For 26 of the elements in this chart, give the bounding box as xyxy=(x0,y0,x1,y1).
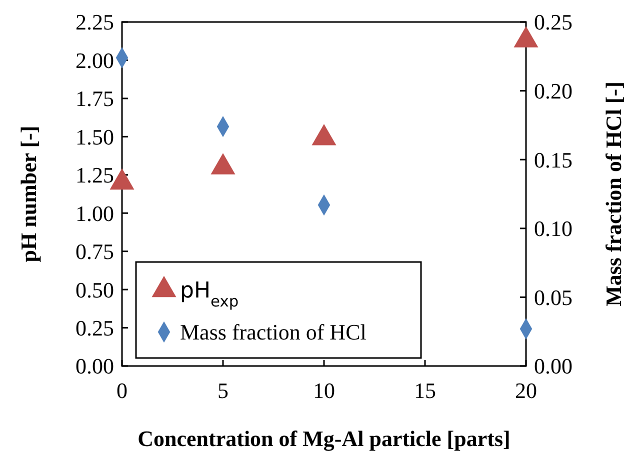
x-tick-label: 0 xyxy=(116,378,128,403)
y-tick-label: 0.00 xyxy=(76,354,114,379)
y2-tick-label: 0.20 xyxy=(534,78,572,104)
y2-tick-label: 0.25 xyxy=(534,10,572,35)
y-tick-label: 2.00 xyxy=(76,48,114,73)
y-tick-label: 1.75 xyxy=(76,86,114,112)
legend-label: pH$_{exp}$ xyxy=(180,278,239,311)
y2-axis-title: Mass fraction of HCl [-] xyxy=(601,82,626,306)
y-tick-label: 1.25 xyxy=(76,162,114,188)
y-tick-label: 1.00 xyxy=(76,200,114,226)
x-tick-label: 5 xyxy=(218,378,228,403)
x-tick-label: 20 xyxy=(515,378,537,403)
x-axis-title: Concentration of Mg-Al particle [parts] xyxy=(138,426,510,451)
legend-label: Mass fraction of HCl xyxy=(180,320,366,345)
y-tick-label: 0.50 xyxy=(76,277,114,302)
x-tick-label: 10 xyxy=(313,378,335,403)
y2-tick-label: 0.10 xyxy=(534,216,572,242)
y-tick-label: 0.25 xyxy=(76,315,114,340)
y-tick-label: 2.25 xyxy=(76,10,114,35)
y-axis-title: pH number [-] xyxy=(16,126,41,262)
y2-tick-label: 0.00 xyxy=(534,354,572,379)
y2-tick-label: 0.05 xyxy=(534,284,572,310)
x-tick-label: 15 xyxy=(414,378,436,403)
y2-tick-label: 0.15 xyxy=(534,147,572,172)
y-tick-label: 0.75 xyxy=(76,239,114,264)
y-tick-label: 1.50 xyxy=(76,124,114,150)
